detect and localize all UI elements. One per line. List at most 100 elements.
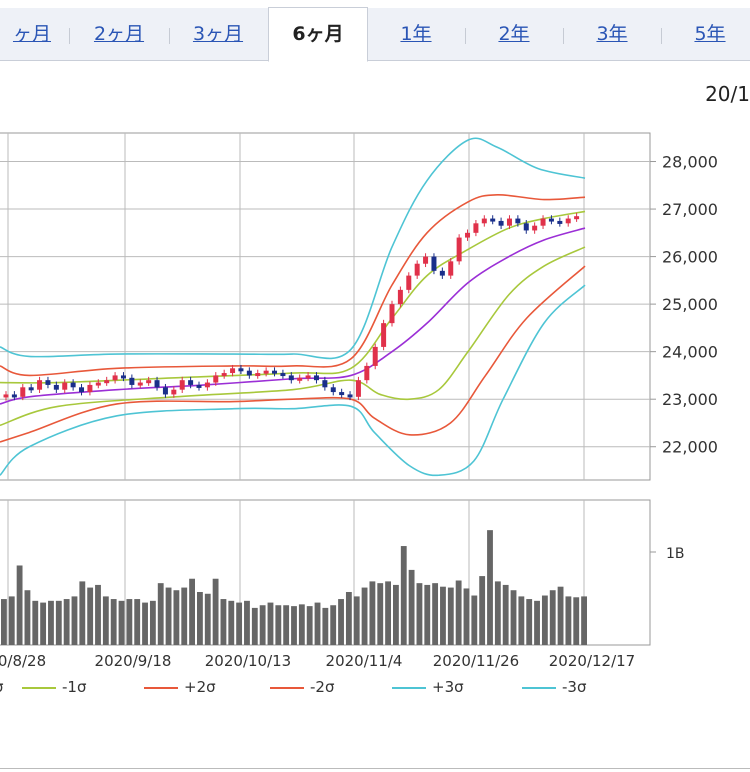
- candle: [322, 380, 328, 388]
- candle: [465, 232, 471, 238]
- period-tabs: ヶ月 2ヶ月 3ヶ月 6ヶ月 1年 2年 3年 5年: [0, 7, 750, 62]
- volume-bar: [447, 587, 454, 645]
- candle: [473, 223, 479, 233]
- volume-bar: [291, 606, 297, 645]
- volume-bar: [189, 578, 195, 645]
- volume-bar: [526, 599, 533, 645]
- tab-5[interactable]: 2年: [498, 23, 530, 45]
- volume-bar: [565, 596, 572, 645]
- tab-1[interactable]: 2ヶ月: [93, 23, 145, 45]
- band-plus2: [0, 193, 586, 377]
- legend-swatch: [22, 686, 56, 689]
- candle: [431, 256, 437, 271]
- candle: [137, 382, 143, 386]
- candle: [146, 380, 152, 384]
- volume-bar: [534, 600, 540, 645]
- x-tick-label: 2020/11/26: [433, 652, 519, 670]
- legend-item: +2σ: [144, 678, 216, 696]
- candle: [230, 368, 236, 374]
- x-tick-label: 2020/9/18: [95, 652, 172, 670]
- volume-bar: [1, 599, 7, 645]
- candle: [188, 380, 194, 385]
- volume-bar: [142, 602, 148, 645]
- candle: [62, 382, 68, 390]
- legend-swatch: [522, 686, 556, 689]
- band-plus3: [0, 137, 586, 360]
- volume-bar: [322, 607, 329, 645]
- volume-bar: [455, 580, 462, 645]
- legend-label: -3σ: [562, 678, 587, 696]
- volume-bar: [377, 583, 384, 645]
- y-tick-label: 23,000: [662, 390, 718, 409]
- volume-bar: [557, 586, 564, 645]
- candle: [339, 392, 345, 396]
- volume-bar: [87, 587, 94, 645]
- volume-bar: [79, 581, 86, 645]
- y-tick-label: 28,000: [662, 153, 718, 172]
- candle: [506, 218, 512, 226]
- volume-bar: [541, 595, 548, 645]
- volume-bar: [298, 604, 305, 645]
- legend-item: -1σ: [22, 678, 86, 696]
- legend-item: +3σ: [392, 678, 464, 696]
- volume-bar: [330, 605, 337, 645]
- volume-bar: [314, 602, 321, 645]
- candle: [574, 216, 580, 220]
- legend-label: -2σ: [310, 678, 335, 696]
- tab-6[interactable]: 3年: [596, 23, 628, 45]
- volume-bar: [549, 590, 556, 645]
- tab-3[interactable]: 6ヶ月: [268, 7, 368, 62]
- y-tick-label: 22,000: [662, 438, 718, 457]
- volume-bar: [110, 599, 117, 645]
- x-tick-label: 2020/11/4: [326, 652, 403, 670]
- candle: [45, 380, 51, 385]
- candle: [112, 375, 118, 381]
- volume-bar: [157, 583, 164, 645]
- y-tick-label: 24,000: [662, 343, 718, 362]
- candle: [28, 387, 34, 391]
- legend-label: -1σ: [62, 678, 87, 696]
- volume-bar: [479, 576, 486, 645]
- candle: [330, 387, 336, 393]
- volume-bar: [385, 581, 391, 645]
- legend-label: +3σ: [432, 678, 464, 696]
- volume-bar: [345, 591, 352, 645]
- volume-bar: [212, 578, 219, 645]
- volume-bar: [432, 583, 439, 645]
- volume-bar: [8, 596, 15, 645]
- candle: [355, 380, 361, 397]
- volume-tick-label: 1B: [666, 546, 685, 562]
- y-tick-label: 26,000: [662, 248, 718, 267]
- band-mid: [0, 227, 586, 405]
- tab-separator: [465, 28, 466, 44]
- legend-swatch: [392, 686, 426, 689]
- candle: [423, 256, 429, 264]
- volume-bar: [510, 590, 517, 645]
- candle: [288, 375, 294, 381]
- legend-label: +2σ: [184, 678, 216, 696]
- candle: [221, 373, 227, 377]
- candle: [120, 375, 126, 379]
- volume-bar: [581, 596, 587, 645]
- tab-separator: [69, 28, 70, 44]
- tab-4[interactable]: 1年: [400, 23, 432, 45]
- tab-2[interactable]: 3ヶ月: [192, 23, 244, 45]
- legend-swatch: [144, 686, 178, 689]
- price-panel: [0, 132, 651, 481]
- candle: [20, 387, 26, 397]
- candle: [372, 346, 378, 366]
- volume-bar: [353, 596, 360, 645]
- legend: σ -1σ +2σ -2σ +3σ -3σ: [0, 672, 750, 702]
- volume-bar: [118, 600, 125, 645]
- legend-item: -2σ: [270, 678, 334, 696]
- volume-bar: [95, 584, 101, 645]
- volume-bar: [126, 599, 133, 645]
- candle: [37, 380, 43, 390]
- band-minus1: [0, 246, 586, 427]
- candle: [272, 370, 278, 374]
- candle: [397, 289, 403, 305]
- volume-bar: [416, 583, 423, 645]
- y-tick-label: 27,000: [662, 200, 718, 219]
- tab-0[interactable]: ヶ月: [12, 23, 51, 45]
- tab-7[interactable]: 5年: [694, 23, 726, 45]
